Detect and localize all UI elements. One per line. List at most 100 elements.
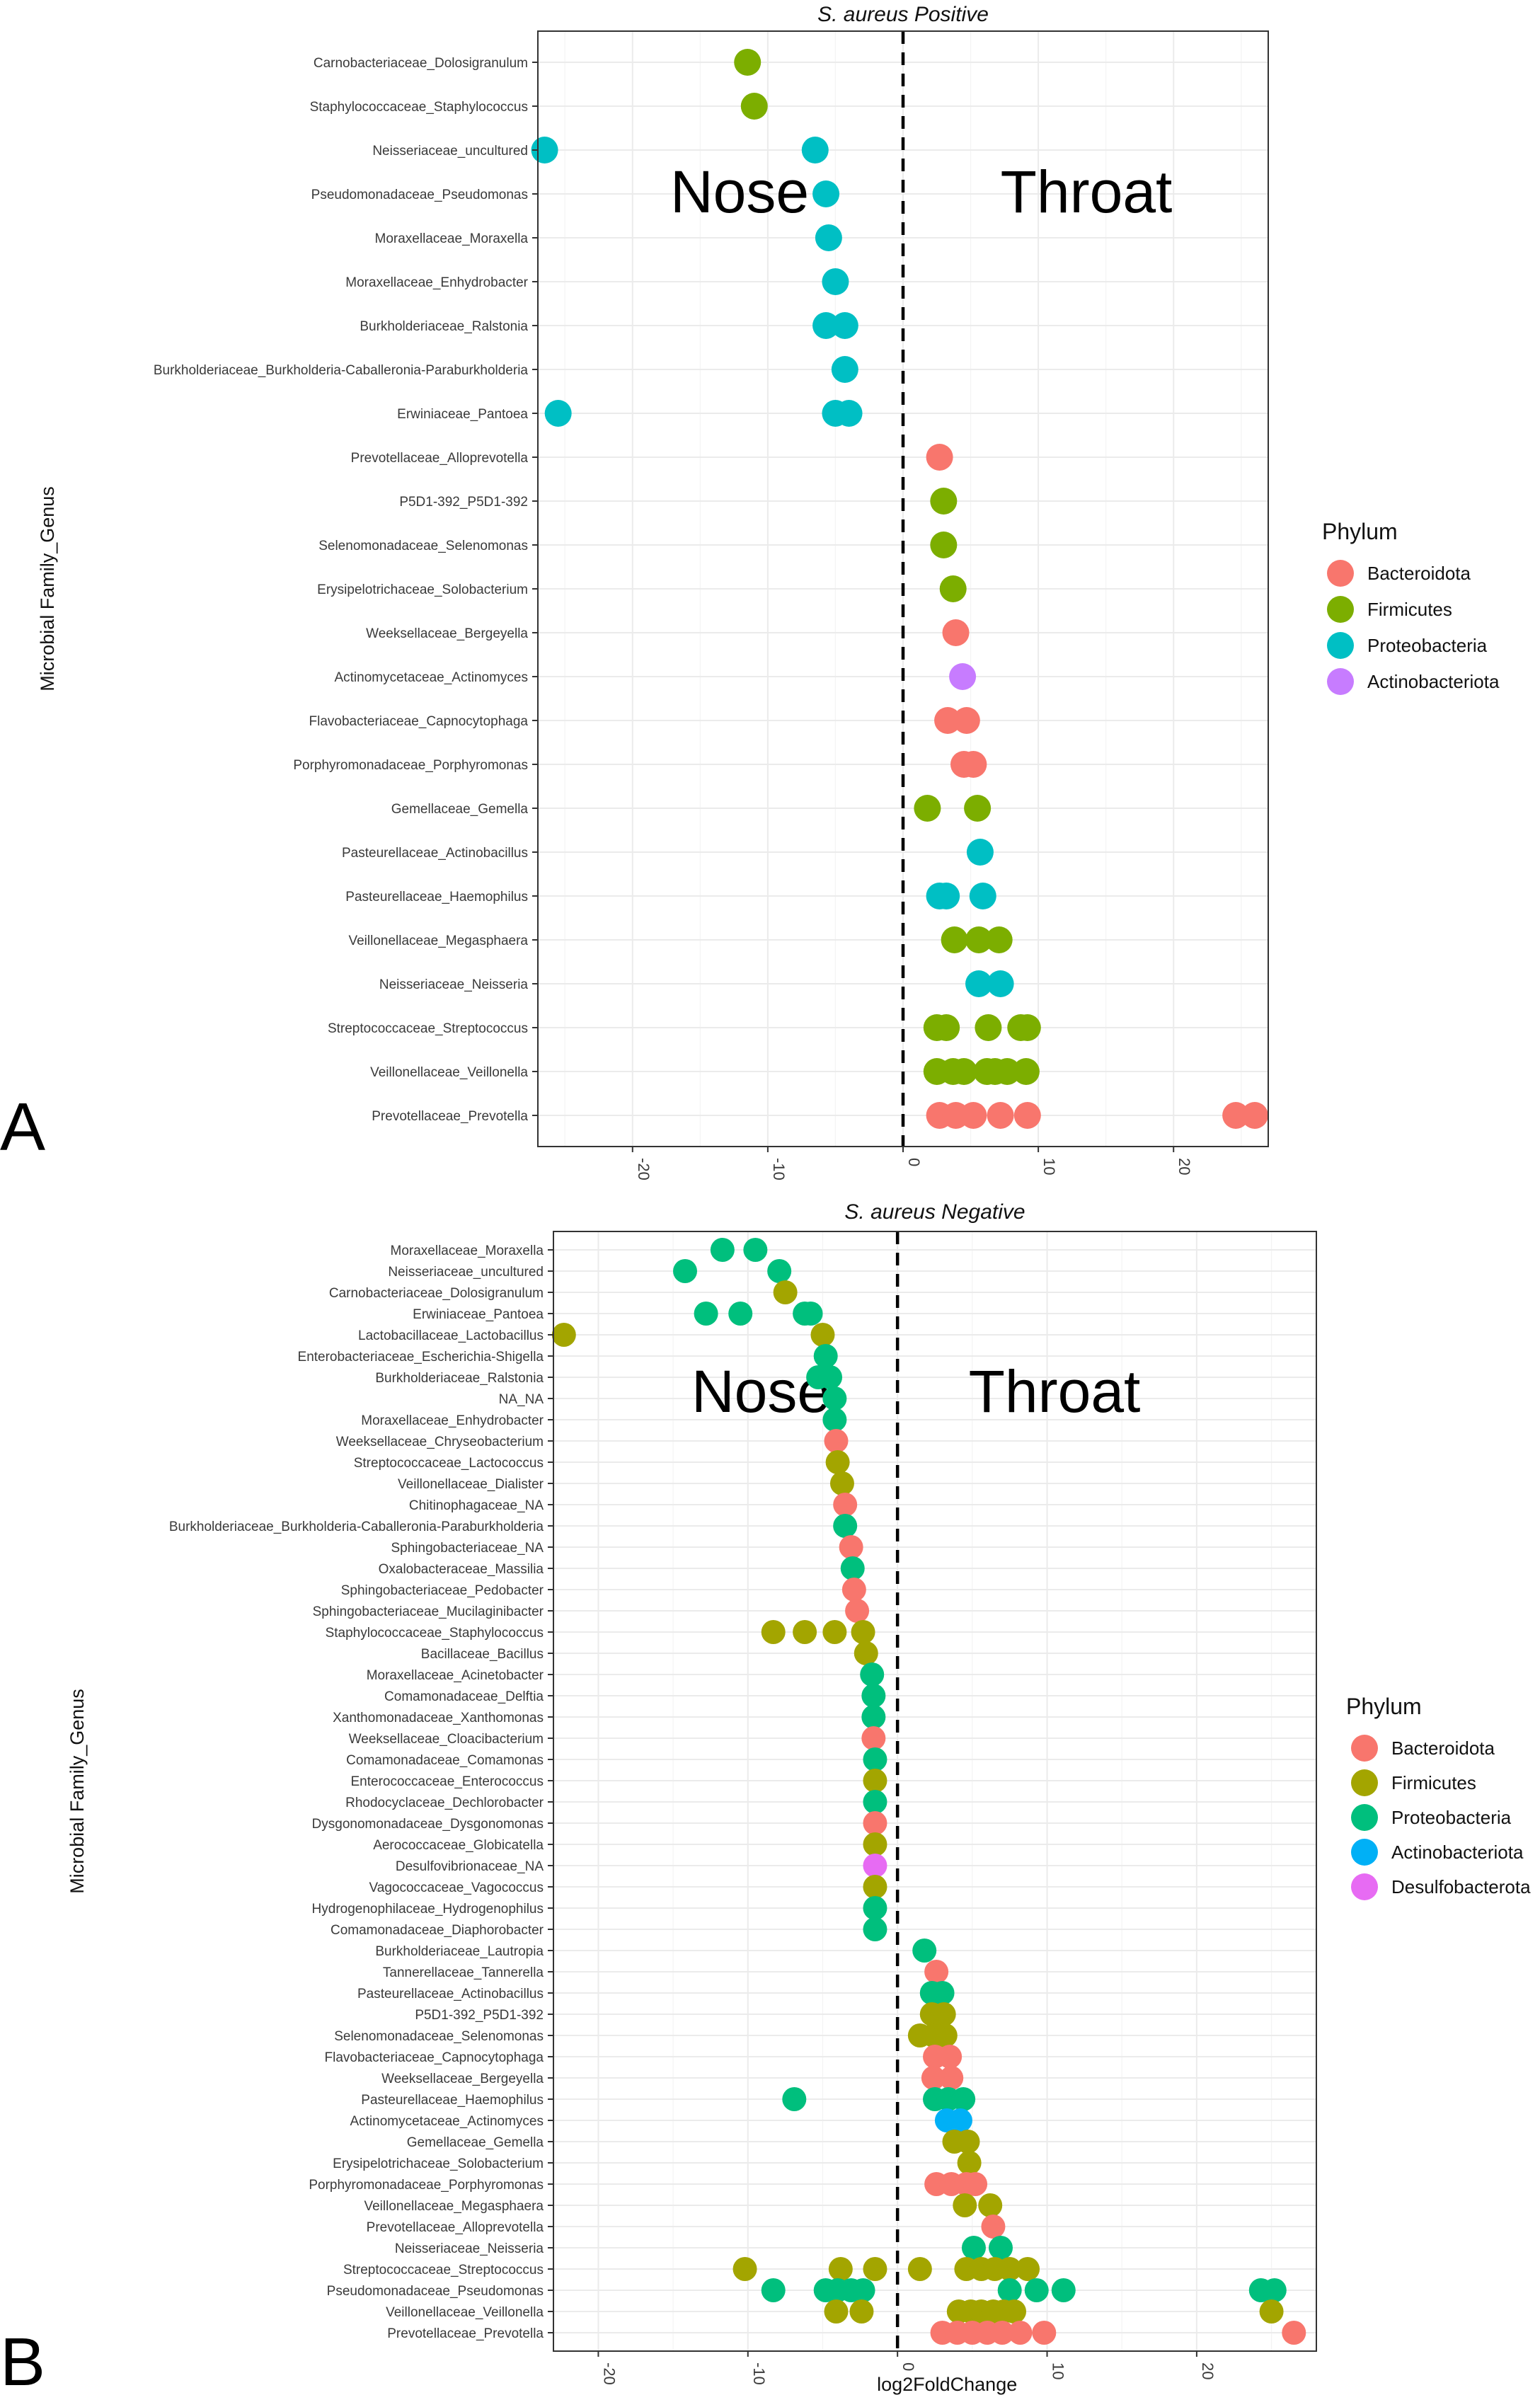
panel-a-point-actinomycetaceae-actinomyces — [949, 663, 977, 690]
panel-a-point-prevotellaceae-prevotella — [987, 1102, 1014, 1129]
panel-a-point-burkholderiaceae-burkholderia-caballeronia-paraburkholderia — [831, 356, 858, 383]
panel-b-point-pseudomonadaceae-pseudomonas — [997, 2278, 1022, 2302]
panel-b-point-weeksellaceae-bergeyella — [921, 2066, 946, 2090]
panel-a-xtick-label: -10 — [770, 1158, 788, 1181]
panel-b-ytick-sphingobacteriaceae-pedobacter: Sphingobacteriaceae_Pedobacter — [341, 1583, 544, 1598]
panel-b-point-enterobacteriaceae-escherichia-shigella — [813, 1344, 838, 1368]
panel-a-legend-title: Phylum — [1322, 519, 1398, 544]
panel-a-point-neisseriaceae-neisseria — [965, 970, 993, 997]
panel-b-point-burkholderiaceae-lautropia — [912, 1939, 937, 1963]
panel-b-point-desulfovibrionaceae-na — [863, 1854, 887, 1878]
panel-b-ytick-na-na: NA_NA — [499, 1392, 544, 1407]
panel-b-ytick-desulfovibrionaceae-na: Desulfovibrionaceae_NA — [396, 1859, 544, 1874]
panel-a-point-pasteurellaceae-actinobacillus — [966, 839, 994, 866]
panel-a-ytick-streptococcaceae-streptococcus: Streptococcaceae_Streptococcus — [328, 1021, 528, 1036]
panel-a-point-moraxellaceae-enhydrobacter — [822, 268, 849, 295]
panel-a-point-prevotellaceae-prevotella — [1013, 1102, 1041, 1129]
panel-b-ytick-burkholderiaceae-burkholderia-caballeronia-paraburkholderia: Burkholderiaceae_Burkholderia-Caballeron… — [169, 1520, 544, 1534]
panel-b-point-na-na — [822, 1386, 847, 1411]
panel-b-legend-swatch-bacteroidota — [1351, 1735, 1378, 1762]
panel-a-title: S. aureus Positive — [817, 3, 989, 26]
panel-b-point-weeksellaceae-bergeyella — [939, 2066, 964, 2090]
panel-b-ytick-prevotellaceae-alloprevotella: Prevotellaceae_Alloprevotella — [367, 2220, 544, 2235]
panel-b-ytick-vagococcaceae-vagococcus: Vagococcaceae_Vagococcus — [369, 1880, 544, 1895]
panel-b-point-neisseriaceae-uncultured — [767, 1259, 792, 1283]
panel-b-point-comamonadaceae-delftia — [861, 1684, 886, 1708]
panel-b-point-moraxellaceae-moraxella — [743, 1238, 768, 1262]
panel-b-point-sphingobacteriaceae-mucilaginibacter — [845, 1599, 870, 1623]
panel-b-point-pseudomonadaceae-pseudomonas — [1051, 2278, 1076, 2302]
panel-b-point-pseudomonadaceae-pseudomonas — [761, 2278, 786, 2302]
panel-b-x-axis-label: log2FoldChange — [877, 2374, 1017, 2395]
panel-a-legend-label-actinobacteriota: Actinobacteriota — [1367, 671, 1500, 692]
panel-b-ytick-xanthomonadaceae-xanthomonas: Xanthomonadaceae_Xanthomonas — [333, 1711, 544, 1725]
panel-b-ytick-streptococcaceae-streptococcus: Streptococcaceae_Streptococcus — [343, 2263, 544, 2278]
panel-a-legend-swatch-actinobacteriota — [1327, 668, 1354, 695]
panel-b-point-streptococcaceae-streptococcus — [732, 2257, 757, 2281]
panel-b-ytick-pasteurellaceae-haemophilus: Pasteurellaceae_Haemophilus — [361, 2093, 544, 2108]
panel-b-point-pasteurellaceae-actinobacillus — [930, 1981, 955, 2005]
panel-a-legend-label-bacteroidota: Bacteroidota — [1367, 563, 1471, 584]
panel-b-point-streptococcaceae-streptococcus — [997, 2257, 1022, 2281]
panel-b-ytick-rhodocyclaceae-dechlorobacter: Rhodocyclaceae_Dechlorobacter — [345, 1796, 544, 1810]
panel-a-legend-swatch-bacteroidota — [1327, 560, 1354, 587]
panel-b-point-xanthomonadaceae-xanthomonas — [861, 1705, 886, 1729]
panel-a-ytick-veillonellaceae-megasphaera: Veillonellaceae_Megasphaera — [348, 934, 528, 948]
panel-b-ytick-oxalobacteraceae-massilia: Oxalobacteraceae_Massilia — [379, 1562, 544, 1577]
panel-b-point-porphyromonadaceae-porphyromonas — [963, 2172, 988, 2196]
panel-a-ytick-prevotellaceae-alloprevotella: Prevotellaceae_Alloprevotella — [351, 451, 529, 466]
panel-b-point-neisseriaceae-neisseria — [989, 2236, 1013, 2260]
panel-a-ytick-burkholderiaceae-ralstonia: Burkholderiaceae_Ralstonia — [360, 319, 528, 334]
panel-b-point-lactobacillaceae-lactobacillus — [810, 1323, 835, 1347]
panel-b-ytick-sphingobacteriaceae-mucilaginibacter: Sphingobacteriaceae_Mucilaginibacter — [313, 1604, 544, 1619]
panel-a-point-flavobacteriaceae-capnocytophaga — [934, 707, 962, 734]
panel-a-point-selenomonadaceae-selenomonas — [930, 532, 958, 558]
panel-b-point-pseudomonadaceae-pseudomonas — [1024, 2278, 1049, 2302]
panel-a-ytick-veillonellaceae-veillonella: Veillonellaceae_Veillonella — [370, 1065, 528, 1080]
panel-b-chart: Nose Throat Moraxellaceae_Moraxella Neisser… — [0, 1200, 1531, 2395]
panel-b-ytick-comamonadaceae-diaphorobacter: Comamonadaceae_Diaphorobacter — [331, 1923, 544, 1938]
panel-b-point-gemellaceae-gemella — [955, 2130, 980, 2154]
panel-b-ytick-veillonellaceae-dialister: Veillonellaceae_Dialister — [398, 1477, 544, 1492]
panel-b-ytick-selenomonadaceae-selenomonas: Selenomonadaceae_Selenomonas — [334, 2029, 544, 2044]
panel-b-point-veillonellaceae-megasphaera — [953, 2193, 977, 2217]
panel-b-ytick-pasteurellaceae-actinobacillus: Pasteurellaceae_Actinobacillus — [357, 1987, 544, 2001]
panel-a-point-pseudomonadaceae-pseudomonas — [812, 180, 840, 207]
panel-a-point-prevotellaceae-prevotella — [1241, 1102, 1268, 1129]
panel-a-xtick-label: 20 — [1176, 1158, 1193, 1175]
panel-b-point-veillonellaceae-veillonella — [1002, 2299, 1027, 2324]
panel-a-ytick-neisseriaceae-uncultured: Neisseriaceae_uncultured — [372, 144, 528, 159]
panel-b-ytick-enterococcaceae-enterococcus: Enterococcaceae_Enterococcus — [351, 1774, 544, 1789]
panel-a-point-veillonellaceae-veillonella — [1012, 1058, 1040, 1085]
panel-b-point-pseudomonadaceae-pseudomonas — [851, 2278, 875, 2302]
panel-b-point-carnobacteriaceae-dolosigranulum — [773, 1280, 798, 1304]
panel-b-point-moraxellaceae-enhydrobacter — [822, 1408, 847, 1432]
panel-a-xtick-label: 0 — [905, 1158, 923, 1166]
panel-a-point-prevotellaceae-prevotella — [1222, 1102, 1250, 1129]
panel-a-ytick-erwiniaceae-pantoea: Erwiniaceae_Pantoea — [397, 407, 528, 422]
panel-b-point-prevotellaceae-prevotella — [1008, 2321, 1033, 2345]
panel-b-ytick-porphyromonadaceae-porphyromonas: Porphyromonadaceae_Porphyromonas — [309, 2178, 544, 2193]
panel-b-ytick-neisseriaceae-uncultured: Neisseriaceae_uncultured — [388, 1265, 544, 1280]
panel-b-ytick-veillonellaceae-veillonella: Veillonellaceae_Veillonella — [386, 2305, 544, 2320]
panel-a-legend-label-firmicutes: Firmicutes — [1367, 599, 1452, 620]
panel-a-ytick-burkholderiaceae-burkholderia-caballeronia-paraburkholderia: Burkholderiaceae_Burkholderia-Caballeron… — [154, 363, 529, 378]
panel-b-point-staphylococcaceae-staphylococcus — [793, 1620, 817, 1644]
panel-a-point-veillonellaceae-megasphaera — [985, 926, 1013, 953]
panel-a-point-moraxellaceae-moraxella — [815, 224, 842, 251]
panel-b-letter: B — [0, 2324, 45, 2395]
panel-b-point-sphingobacteriaceae-na — [839, 1535, 863, 1559]
panel-b-ytick-weeksellaceae-cloacibacterium: Weeksellaceae_Cloacibacterium — [349, 1732, 544, 1747]
panel-b-point-selenomonadaceae-selenomonas — [933, 2023, 958, 2047]
panel-b-legend-label-bacteroidota: Bacteroidota — [1391, 1738, 1495, 1759]
panel-b-point-bacillaceae-bacillus — [854, 1641, 878, 1665]
panel-b-point-pasteurellaceae-haemophilus — [951, 2087, 976, 2111]
panel-a-point-veillonellaceae-megasphaera — [941, 926, 968, 953]
panel-b-legend-label-proteobacteria: Proteobacteria — [1391, 1807, 1512, 1828]
panel-b-ytick-enterobacteriaceae-escherichia-shigella: Enterobacteriaceae_Escherichia-Shigella — [298, 1350, 544, 1365]
panel-b-point-tannerellaceae-tannerella — [924, 1960, 949, 1984]
panel-a-letter: A — [0, 1089, 45, 1165]
panel-a-ytick-porphyromonadaceae-porphyromonas: Porphyromonadaceae_Porphyromonas — [293, 758, 528, 773]
panel-b-point-veillonellaceae-veillonella — [1259, 2299, 1284, 2324]
panel-b-plot-area — [553, 1231, 1316, 2351]
